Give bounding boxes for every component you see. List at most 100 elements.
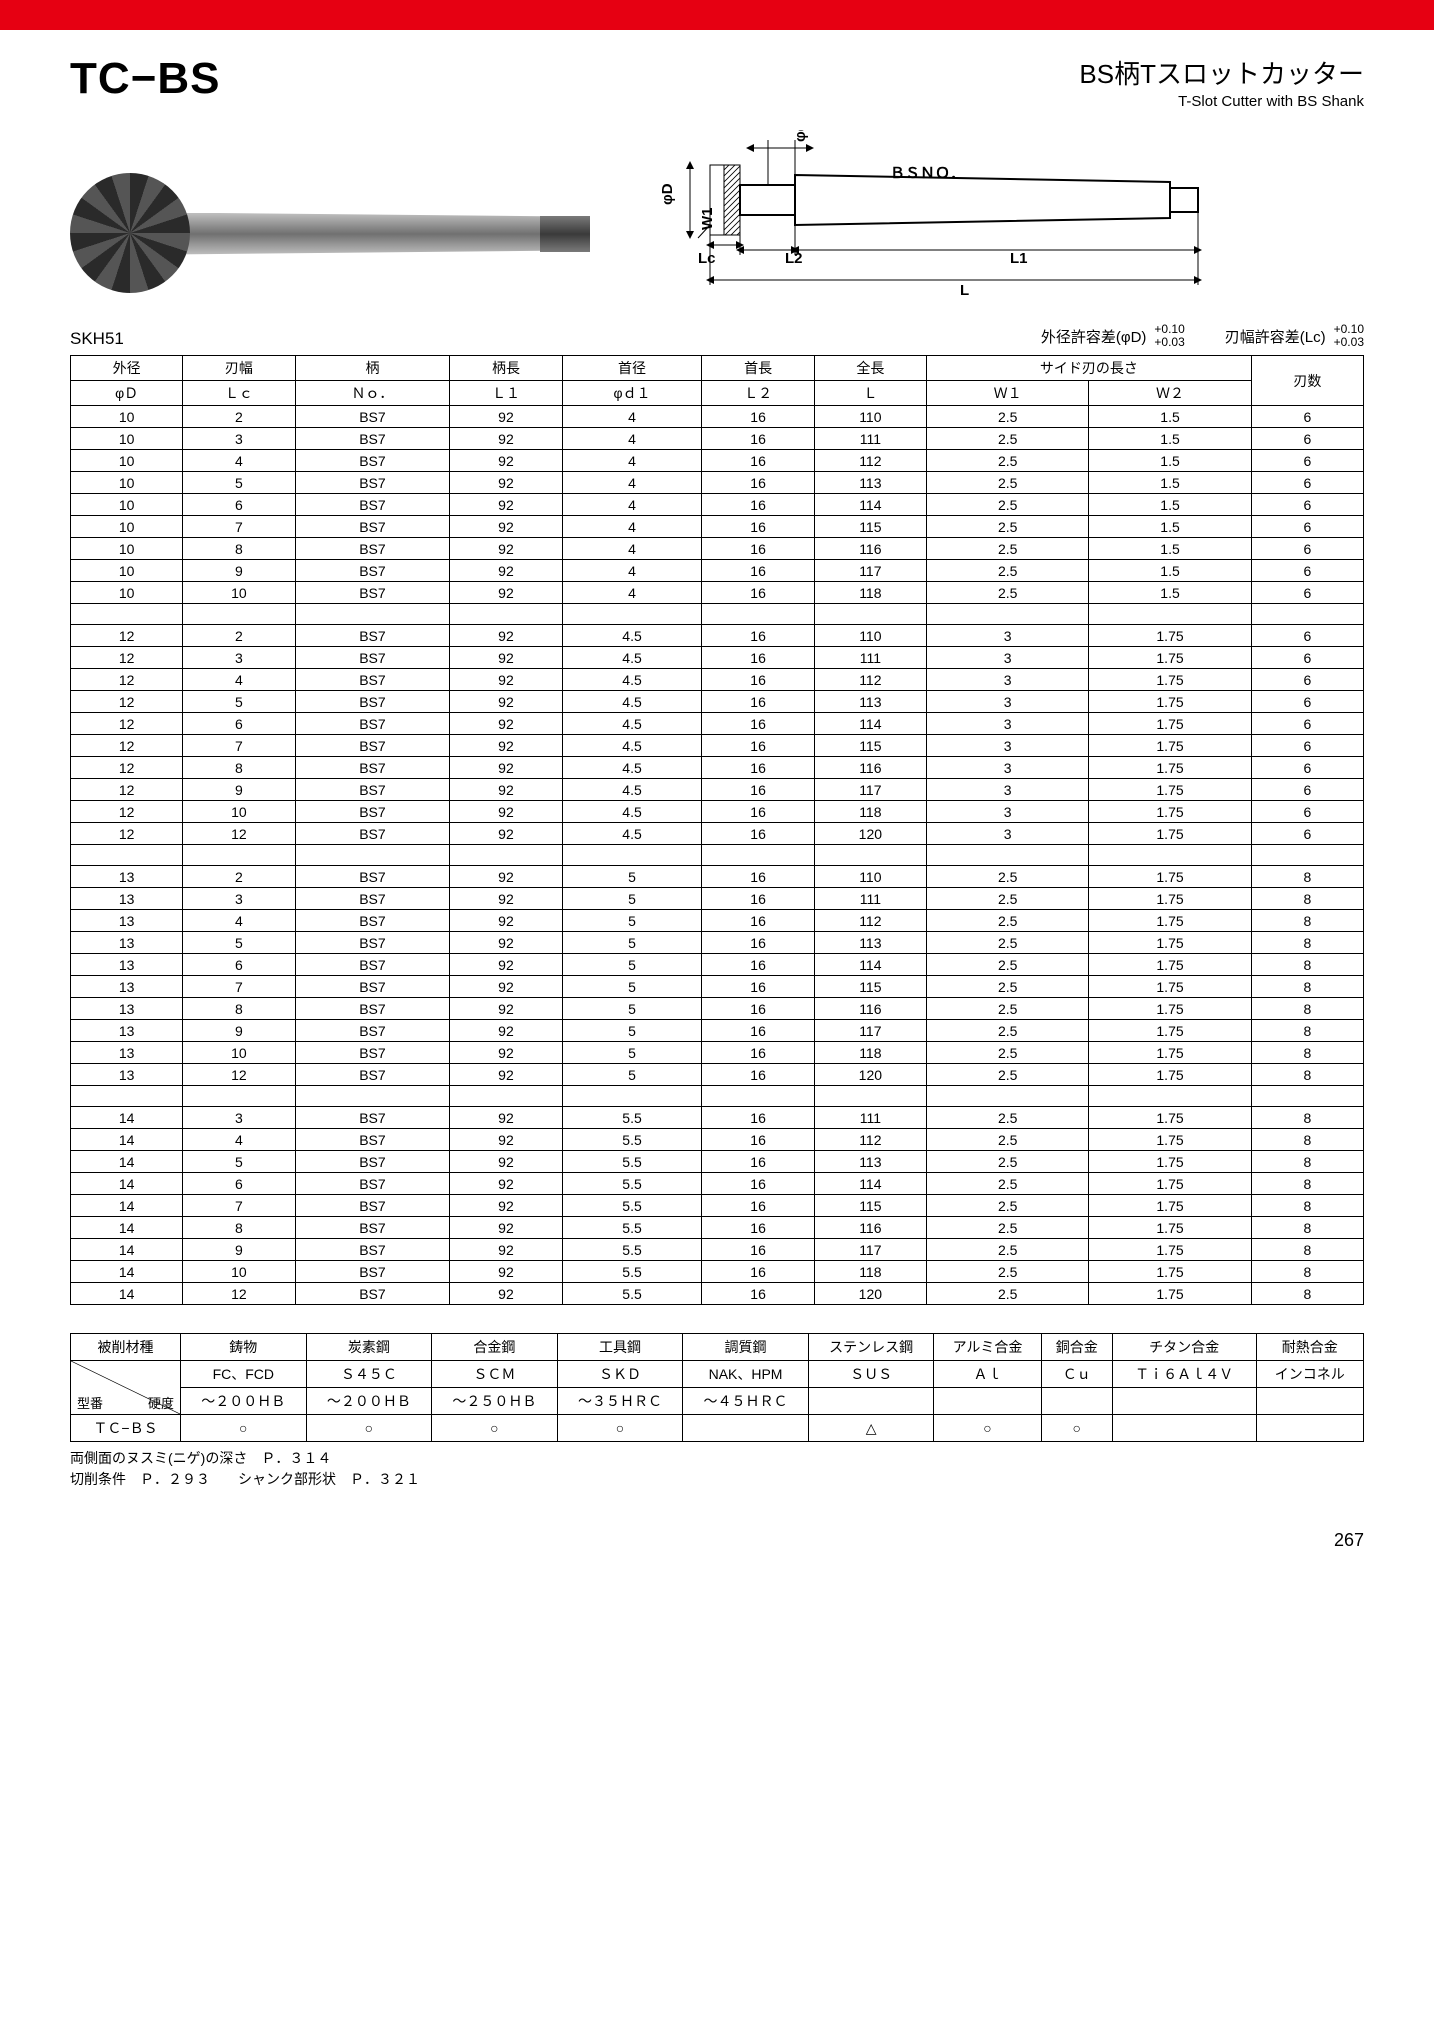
- cell: BS7: [295, 866, 450, 888]
- cell: 3: [927, 735, 1089, 757]
- table-row: 139BS7925161172.51.758: [71, 1020, 1364, 1042]
- cell: 14: [71, 1107, 183, 1129]
- cell: 1.75: [1089, 779, 1251, 801]
- cell: 13: [71, 1064, 183, 1086]
- spec-table: 外径刃幅柄柄長首径首長全長サイド刃の長さ刃数φＤＬｃＮｏ．Ｌ１φｄ１Ｌ２ＬＷ１Ｗ…: [70, 355, 1364, 1305]
- cell: 6: [183, 494, 295, 516]
- cell: 1.75: [1089, 1042, 1251, 1064]
- cell: 5.5: [562, 1283, 702, 1305]
- cell: 6: [1251, 428, 1363, 450]
- cell: 13: [71, 954, 183, 976]
- cell: 12: [71, 823, 183, 845]
- cell: 8: [1251, 1064, 1363, 1086]
- cell: 4: [183, 669, 295, 691]
- cell: 92: [450, 801, 562, 823]
- cell: 16: [702, 910, 814, 932]
- table-row: 106BS7924161142.51.56: [71, 494, 1364, 516]
- spec-h2-5: Ｌ２: [702, 381, 814, 406]
- tolerance-row: SKH51 外径許容差(φD) +0.10 +0.03 刃幅許容差(Lc) +0…: [70, 323, 1364, 349]
- cell: 5.5: [562, 1239, 702, 1261]
- cell: 4.5: [562, 669, 702, 691]
- cell: 92: [450, 823, 562, 845]
- cell: 5: [183, 691, 295, 713]
- cell: 16: [702, 1261, 814, 1283]
- cell: 2.5: [927, 428, 1089, 450]
- cell: 13: [71, 866, 183, 888]
- cell: 13: [71, 998, 183, 1020]
- cell: 2.5: [927, 1151, 1089, 1173]
- cell: 117: [814, 1020, 926, 1042]
- svg-text:L: L: [960, 282, 969, 299]
- cell: 6: [1251, 713, 1363, 735]
- cell: 112: [814, 910, 926, 932]
- cell: 5.5: [562, 1151, 702, 1173]
- cell: 1.75: [1089, 691, 1251, 713]
- cell: BS7: [295, 1151, 450, 1173]
- cell: 1.75: [1089, 735, 1251, 757]
- cell: 113: [814, 1151, 926, 1173]
- cell: 4: [562, 516, 702, 538]
- cell: 92: [450, 472, 562, 494]
- cell: 5: [183, 932, 295, 954]
- cell: BS7: [295, 998, 450, 1020]
- cell: 6: [1251, 494, 1363, 516]
- cell: 120: [814, 1064, 926, 1086]
- cell: 1.75: [1089, 1107, 1251, 1129]
- cell: 16: [702, 976, 814, 998]
- cell: 6: [1251, 560, 1363, 582]
- cell: 16: [702, 1129, 814, 1151]
- cell: 6: [1251, 691, 1363, 713]
- cell: 8: [1251, 1217, 1363, 1239]
- mat-mark-4: [683, 1415, 809, 1442]
- mat-hard-2: ～２５０ＨＢ: [432, 1388, 558, 1415]
- cell: BS7: [295, 1020, 450, 1042]
- cell: 92: [450, 1107, 562, 1129]
- cell: 16: [702, 472, 814, 494]
- cell: 92: [450, 888, 562, 910]
- cell: 1.75: [1089, 1195, 1251, 1217]
- svg-text:φd1: φd1: [792, 130, 809, 142]
- cell: 12: [71, 691, 183, 713]
- spacer-row: [71, 604, 1364, 625]
- cell: 112: [814, 669, 926, 691]
- top-red-bar: [0, 0, 1434, 30]
- cell: 5.5: [562, 1129, 702, 1151]
- mat-mark-5: △: [808, 1415, 934, 1442]
- cell: 92: [450, 910, 562, 932]
- mat-col2-0: FC、FCD: [181, 1361, 307, 1388]
- cell: 7: [183, 976, 295, 998]
- cell: 6: [1251, 450, 1363, 472]
- table-row: 132BS7925161102.51.758: [71, 866, 1364, 888]
- cell: 4: [562, 472, 702, 494]
- cell: BS7: [295, 954, 450, 976]
- cell: 16: [702, 560, 814, 582]
- cell: 111: [814, 1107, 926, 1129]
- material-code: SKH51: [70, 329, 124, 349]
- cell: 117: [814, 1239, 926, 1261]
- table-row: 1412BS7925.5161202.51.758: [71, 1283, 1364, 1305]
- cell: 4.5: [562, 713, 702, 735]
- mat-hard-5: [808, 1388, 934, 1415]
- cell: 3: [927, 691, 1089, 713]
- cell: 4.5: [562, 801, 702, 823]
- cell: 16: [702, 582, 814, 604]
- cell: 16: [702, 1239, 814, 1261]
- table-row: 128BS7924.51611631.756: [71, 757, 1364, 779]
- cell: BS7: [295, 450, 450, 472]
- cell: 110: [814, 866, 926, 888]
- cell: 12: [71, 757, 183, 779]
- cell: BS7: [295, 582, 450, 604]
- cell: 13: [71, 910, 183, 932]
- table-row: 135BS7925161132.51.758: [71, 932, 1364, 954]
- cell: 2.5: [927, 976, 1089, 998]
- mat-hard-7: [1041, 1388, 1112, 1415]
- technical-diagram: φD φd1 ＢＳＮＯ． Lc L2 L1 L: [650, 130, 1364, 305]
- cell: 10: [71, 538, 183, 560]
- cell: 1.5: [1089, 472, 1251, 494]
- cell: 92: [450, 406, 562, 428]
- cell: 16: [702, 779, 814, 801]
- cell: 6: [1251, 669, 1363, 691]
- cell: 118: [814, 801, 926, 823]
- cell: 4.5: [562, 735, 702, 757]
- cell: 5: [562, 954, 702, 976]
